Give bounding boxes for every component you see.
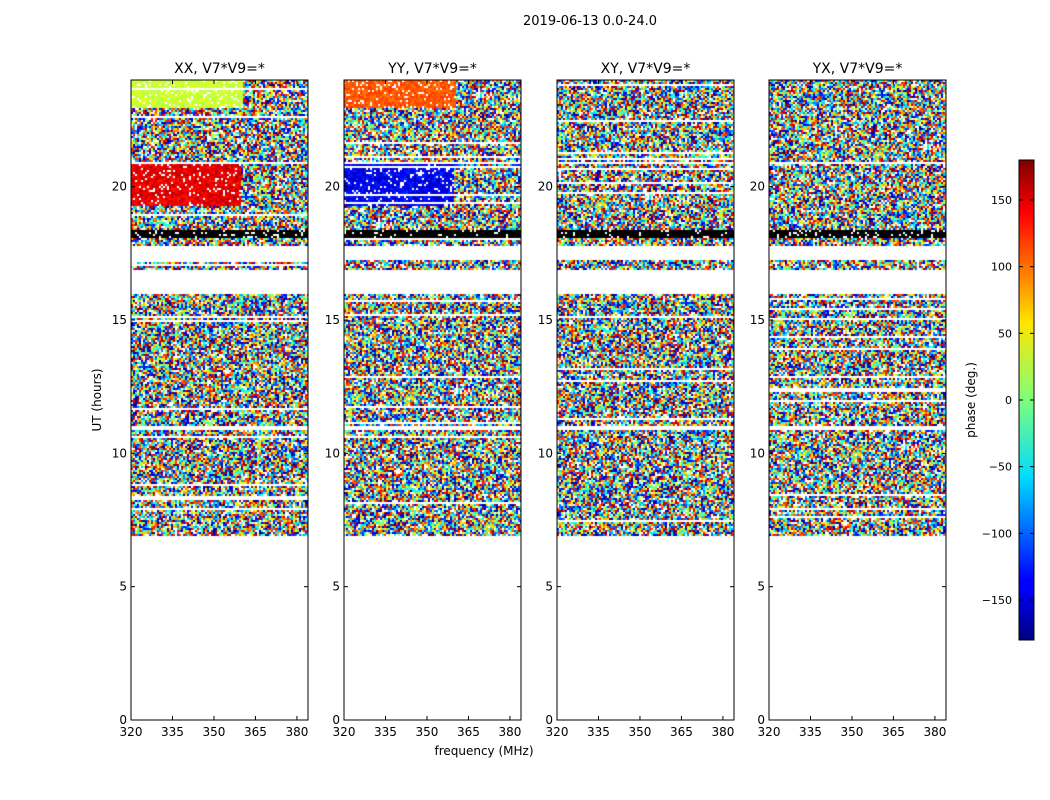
x-tick-label: 350 (203, 725, 226, 739)
panel-title: YX, V7*V9=* (812, 61, 903, 77)
colorbar-tick-label: 100 (991, 261, 1012, 274)
y-tick-label: 15 (750, 313, 765, 327)
y-tick-label: 0 (332, 713, 340, 727)
x-tick-label: 380 (923, 725, 946, 739)
x-tick-label: 320 (758, 725, 781, 739)
y-tick-label: 0 (119, 713, 127, 727)
y-tick-label: 10 (750, 446, 765, 460)
x-tick-label: 320 (546, 725, 569, 739)
x-axis-label: frequency (MHz) (434, 744, 533, 758)
y-tick-label: 5 (757, 580, 765, 594)
heatmap-image-xx (131, 80, 308, 720)
panel-frame (768, 79, 947, 721)
y-tick-label: 10 (325, 446, 340, 460)
colorbar-tick-label: 0 (1005, 394, 1012, 407)
y-tick-label: 15 (325, 313, 340, 327)
x-tick-label: 365 (244, 725, 267, 739)
colorbar-tick-label: −50 (989, 461, 1012, 474)
y-tick-label: 20 (112, 180, 127, 194)
y-tick-label: 20 (750, 180, 765, 194)
colorbar-label: phase (deg.) (964, 362, 978, 438)
panel-frame (130, 79, 309, 721)
x-tick-label: 365 (670, 725, 693, 739)
y-tick-label: 20 (325, 180, 340, 194)
panel-title: YY, V7*V9=* (387, 61, 477, 77)
panel-frame (343, 79, 522, 721)
x-tick-label: 380 (285, 725, 308, 739)
figure-suptitle: 2019-06-13 0.0-24.0 (523, 14, 657, 29)
colorbar-tick-label: 50 (998, 327, 1012, 340)
colorbar-tick-label: 150 (991, 194, 1012, 207)
heatmap-image-yx (769, 80, 946, 720)
y-tick-label: 0 (757, 713, 765, 727)
x-tick-label: 350 (416, 725, 439, 739)
x-tick-label: 335 (587, 725, 610, 739)
heatmap-image-yy (344, 80, 521, 720)
x-tick-label: 380 (498, 725, 521, 739)
y-tick-label: 5 (119, 580, 127, 594)
panel-yx: YX, V7*V9=* 320 335 350 365 380 0 5 10 15 20 (750, 61, 947, 739)
x-tick-label: 335 (374, 725, 397, 739)
y-tick-label: 0 (545, 713, 553, 727)
panel-yy: YY, V7*V9=* 320 335 350 365 380 0 5 10 15 20 (325, 61, 522, 739)
phase-colorbar: −150 −100 −50 0 50 100 150 (982, 159, 1035, 641)
y-tick-label: 20 (538, 180, 553, 194)
panel-frame (556, 79, 735, 721)
x-tick-label: 335 (799, 725, 822, 739)
x-tick-label: 350 (629, 725, 652, 739)
x-tick-label: 320 (120, 725, 143, 739)
heatmap-image-xy (557, 80, 734, 720)
x-tick-label: 365 (882, 725, 905, 739)
x-tick-label: 365 (457, 725, 480, 739)
colorbar-tick-label: −150 (982, 594, 1012, 607)
panel-xx: XX, V7*V9=* 320 335 350 365 380 0 5 10 15 20 (112, 61, 309, 739)
panel-xy: XY, V7*V9=* 320 335 350 365 380 0 5 10 15 20 (538, 61, 735, 739)
x-tick-label: 350 (841, 725, 864, 739)
x-tick-label: 320 (333, 725, 356, 739)
y-tick-label: 10 (112, 446, 127, 460)
y-tick-label: 5 (545, 580, 553, 594)
y-tick-label: 15 (538, 313, 553, 327)
panel-title: XY, V7*V9=* (601, 61, 691, 77)
y-tick-label: 5 (332, 580, 340, 594)
y-axis-label: UT (hours) (90, 368, 104, 431)
panel-title: XX, V7*V9=* (174, 61, 265, 77)
x-tick-label: 380 (711, 725, 734, 739)
y-tick-label: 10 (538, 446, 553, 460)
y-tick-label: 15 (112, 313, 127, 327)
colorbar-tick-label: −100 (982, 527, 1012, 540)
x-tick-label: 335 (161, 725, 184, 739)
